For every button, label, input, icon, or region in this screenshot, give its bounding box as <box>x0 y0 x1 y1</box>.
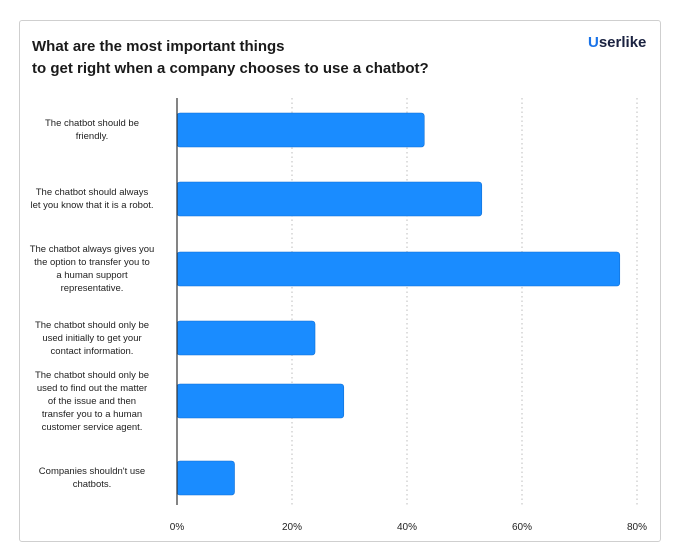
category-label-line: the option to transfer you to <box>34 257 150 268</box>
category-label-5: The chatbot should only be used to find o… <box>16 369 168 434</box>
category-label-line: Companies shouldn't use <box>38 466 146 477</box>
category-label-line: customer service agent. <box>41 421 143 433</box>
category-label-line: of the issue and then <box>47 395 137 407</box>
category-label-line: The chatbot should always <box>35 187 149 198</box>
category-label-line: representative. <box>60 283 124 294</box>
x-tick-label-0: 0% <box>170 522 185 533</box>
category-label-line: a human support <box>56 270 128 281</box>
category-label-3: The chatbot always gives you the option t… <box>16 243 168 295</box>
category-label-4: The chatbot should only be used initially… <box>16 319 168 358</box>
category-label-line: The chatbot should be <box>44 118 139 129</box>
userlike-logo: Userlike <box>588 34 646 51</box>
bar-6 <box>176 460 235 496</box>
category-label-1: The chatbot should be friendly. <box>16 117 168 143</box>
category-label-line: used to find out the matter <box>36 382 148 394</box>
userlike-logo-text: serlike <box>598 34 647 51</box>
category-label-line: The chatbot should only be <box>34 319 150 331</box>
x-tick-label-60: 60% <box>512 522 532 533</box>
category-label-line: transfer you to a human <box>41 408 143 420</box>
x-tick-label-80: 80% <box>627 522 647 533</box>
x-tick-label-40: 40% <box>397 522 417 533</box>
chart-title: What are the most important things to ge… <box>32 36 552 80</box>
category-label-2: The chatbot should always let you know th… <box>16 186 168 212</box>
x-tick-label-20: 20% <box>282 522 302 533</box>
category-label-line: The chatbot always gives you <box>29 244 155 255</box>
category-label-line: The chatbot should only be <box>34 369 150 381</box>
bar-3 <box>176 251 621 287</box>
bar-1 <box>176 112 425 148</box>
category-label-line: contact information. <box>50 345 134 357</box>
category-label-line: let you know that it is a robot. <box>30 200 154 211</box>
chart-title-line-1: What are the most important things <box>32 38 285 55</box>
category-label-6: Companies shouldn't use chatbots. <box>16 465 168 491</box>
category-label-line: chatbots. <box>72 479 112 490</box>
category-label-line: used initially to get your <box>42 332 142 344</box>
userlike-logo-mark: U <box>588 34 599 51</box>
category-label-line: friendly. <box>75 131 109 142</box>
bar-2 <box>176 181 483 217</box>
bar-4 <box>176 320 316 356</box>
chart-title-line-2: to get right when a company chooses to u… <box>32 60 429 77</box>
bar-5 <box>176 383 345 419</box>
